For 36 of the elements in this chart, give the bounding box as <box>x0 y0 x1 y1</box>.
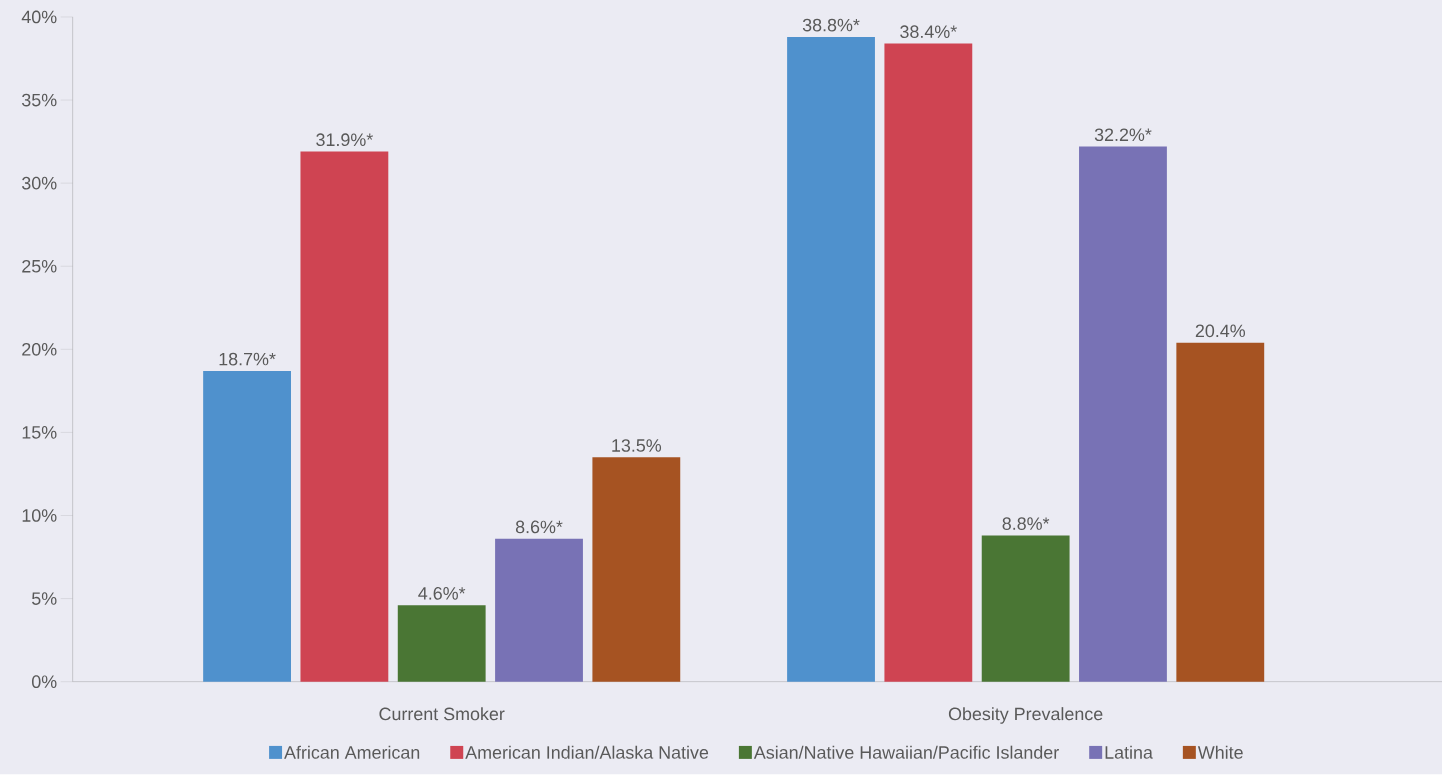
bar <box>1079 146 1167 682</box>
bar <box>300 151 389 682</box>
y-tick-label: 0% <box>31 675 57 689</box>
y-tick-label: 15% <box>22 426 57 439</box>
y-tick-label: 40% <box>21 10 57 24</box>
y-tick-label: 5% <box>32 592 57 606</box>
y-tick-label: 20% <box>22 343 57 356</box>
legend-label: Asian/Native Hawaiian/Pacific Islander <box>753 745 1059 760</box>
y-tick-label: 25% <box>22 260 57 273</box>
data-label: 38.8%* <box>802 18 860 32</box>
y-tick-label: 10% <box>22 509 57 523</box>
data-label: 38.4%* <box>900 25 957 39</box>
bar <box>884 43 973 682</box>
bar <box>1176 342 1265 682</box>
x-tick-label: Current Smoker <box>379 707 505 721</box>
bar <box>787 37 875 682</box>
bar <box>981 535 1070 682</box>
y-tick-label: 30% <box>22 177 57 190</box>
data-label: 8.8%* <box>1002 517 1050 531</box>
legend-label: African American <box>284 745 420 760</box>
data-label: 4.6%* <box>418 587 466 600</box>
data-label: 20.4% <box>1195 324 1246 338</box>
bar <box>203 371 291 682</box>
data-label: 18.7%* <box>219 352 276 366</box>
data-label: 8.6%* <box>515 520 563 534</box>
bar <box>397 605 486 682</box>
legend-label: American Indian/Alaska Native <box>465 745 709 760</box>
bar <box>592 457 681 682</box>
x-tick-label: Obesity Prevalence <box>948 707 1103 725</box>
legend-label: White <box>1197 745 1243 760</box>
data-label: 31.9%* <box>316 133 373 147</box>
bar <box>495 539 583 682</box>
y-tick-label: 35% <box>22 93 57 107</box>
data-label: 13.5% <box>612 439 662 453</box>
legend-label: Latina <box>1105 745 1153 760</box>
data-label: 32.2%* <box>1094 128 1152 142</box>
